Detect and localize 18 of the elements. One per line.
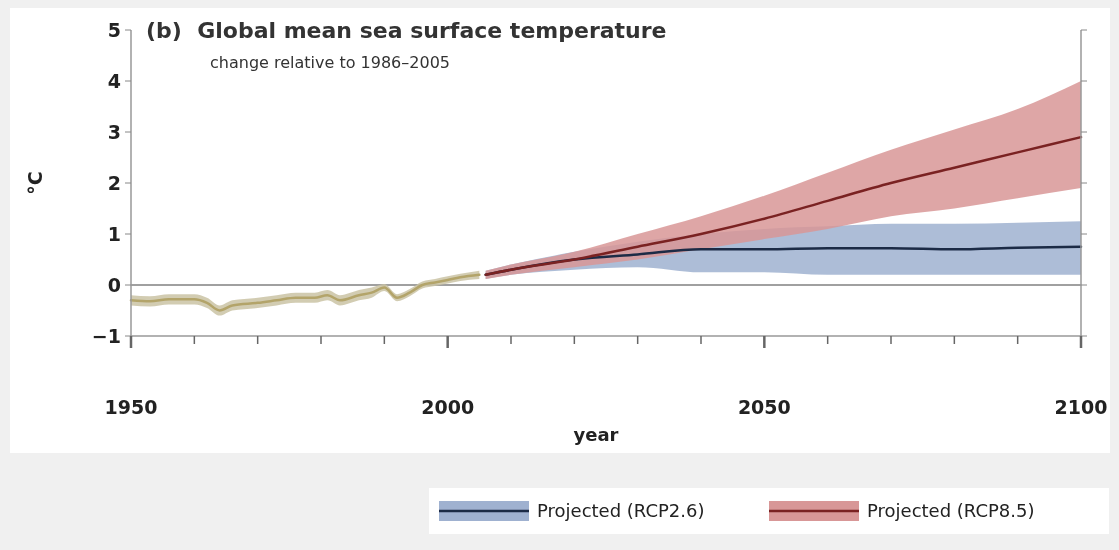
y-tick-label: 2 bbox=[107, 171, 121, 194]
y-tick-label: 3 bbox=[107, 120, 121, 143]
y-tick-label: 4 bbox=[107, 69, 121, 92]
x-axis-title: year bbox=[573, 424, 619, 445]
legend-label: Projected (RCP2.6) bbox=[537, 500, 705, 522]
x-tick-label: 2050 bbox=[737, 396, 791, 418]
x-tick-label: 2000 bbox=[421, 396, 475, 418]
y-tick-label: −1 bbox=[91, 324, 121, 347]
y-axis-title: °C bbox=[24, 171, 46, 195]
x-tick-label: 2100 bbox=[1054, 396, 1108, 418]
y-tick-label: 0 bbox=[107, 273, 121, 296]
y-tick-label: 5 bbox=[107, 18, 121, 41]
legend-label: Projected (RCP8.5) bbox=[867, 500, 1035, 522]
text: change relative to 1986–2005 bbox=[210, 53, 450, 72]
y-tick-label: 1 bbox=[107, 222, 121, 245]
x-tick-label: 1950 bbox=[104, 396, 158, 418]
chart-title: (b) Global mean sea surface temperature bbox=[146, 18, 667, 43]
line-series bbox=[484, 135, 1083, 277]
